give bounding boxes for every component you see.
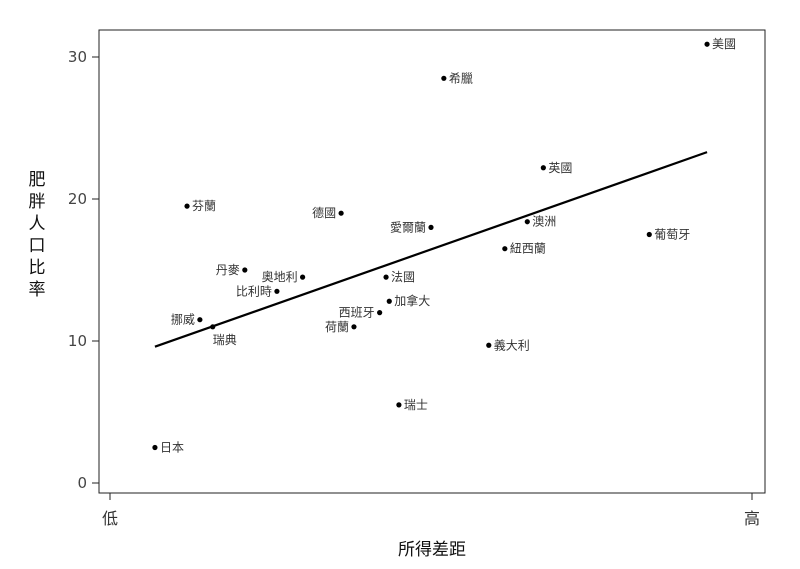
data-point: 德國 [312, 205, 344, 220]
data-point: 希臘 [441, 70, 473, 85]
data-point: 英國 [540, 161, 572, 175]
trendline-group [154, 151, 708, 348]
y-tick-label: 30 [68, 48, 87, 66]
data-point: 愛爾蘭 [390, 220, 434, 234]
point-marker [377, 310, 383, 316]
point-marker [486, 342, 492, 348]
point-label: 比利時 [236, 284, 272, 298]
x-tick-label-high: 高 [744, 509, 760, 528]
data-point: 芬蘭 [184, 199, 216, 213]
data-point: 丹麥 [216, 263, 248, 277]
point-label: 愛爾蘭 [390, 220, 426, 234]
point-marker [338, 210, 344, 216]
point-marker [300, 274, 306, 280]
data-point: 紐西蘭 [502, 242, 546, 256]
x-axis: 低高 [102, 493, 760, 528]
point-label: 日本 [160, 441, 184, 455]
point-label: 義大利 [494, 337, 530, 352]
point-label: 瑞士 [404, 398, 428, 412]
point-label: 西班牙 [339, 306, 375, 320]
point-marker [441, 75, 447, 81]
data-point: 日本 [152, 441, 184, 455]
y-axis: 0 10 20 30 [68, 48, 99, 492]
point-label: 澳洲 [532, 215, 556, 229]
y-tick-label: 0 [77, 474, 87, 492]
point-label: 希臘 [449, 70, 473, 85]
point-label: 加拿大 [394, 293, 430, 308]
y-tick-label: 10 [68, 332, 87, 350]
data-point: 澳洲 [524, 215, 556, 229]
point-label: 英國 [548, 161, 572, 175]
point-marker [351, 324, 357, 330]
x-tick-label-low: 低 [102, 509, 118, 528]
point-label: 挪威 [171, 313, 195, 327]
plot-frame [98, 29, 766, 494]
point-marker [396, 402, 402, 408]
data-point: 荷蘭 [325, 320, 357, 334]
point-marker [428, 224, 434, 230]
point-marker [540, 165, 546, 171]
point-marker [524, 219, 530, 225]
y-axis-title: 肥胖人口比率 [29, 170, 46, 300]
data-point: 義大利 [486, 337, 530, 352]
point-label: 美國 [712, 37, 736, 51]
data-point: 加拿大 [386, 293, 430, 308]
point-marker [383, 274, 389, 280]
point-label: 法國 [391, 270, 415, 284]
point-marker [274, 288, 280, 294]
point-label: 德國 [312, 205, 336, 220]
point-marker [152, 444, 158, 451]
data-point: 奧地利 [262, 270, 306, 284]
svg-text:肥胖人口比率: 肥胖人口比率 [29, 170, 46, 300]
data-point: 瑞士 [396, 398, 428, 412]
data-point: 美國 [704, 37, 736, 51]
point-label: 丹麥 [216, 263, 240, 277]
point-label: 奧地利 [262, 270, 298, 284]
point-label: 荷蘭 [325, 320, 349, 334]
data-point: 法國 [383, 270, 415, 284]
point-marker [386, 298, 392, 304]
data-point: 葡萄牙 [646, 228, 690, 242]
y-tick-label: 20 [68, 190, 87, 208]
x-axis-title: 所得差距 [398, 540, 466, 560]
point-marker [646, 231, 652, 238]
point-marker [704, 41, 710, 47]
point-label: 芬蘭 [192, 199, 216, 213]
point-label: 瑞典 [213, 333, 237, 347]
data-point: 西班牙 [339, 306, 383, 320]
data-point: 比利時 [236, 284, 280, 298]
trendline [154, 151, 708, 348]
point-marker [242, 267, 248, 273]
point-label: 葡萄牙 [654, 228, 690, 242]
point-label: 紐西蘭 [510, 242, 546, 256]
point-marker [210, 324, 216, 330]
data-point: 挪威 [171, 313, 203, 327]
point-marker [502, 246, 508, 252]
point-marker [184, 203, 190, 209]
data-point: 瑞典 [210, 324, 237, 347]
point-marker [197, 317, 203, 323]
